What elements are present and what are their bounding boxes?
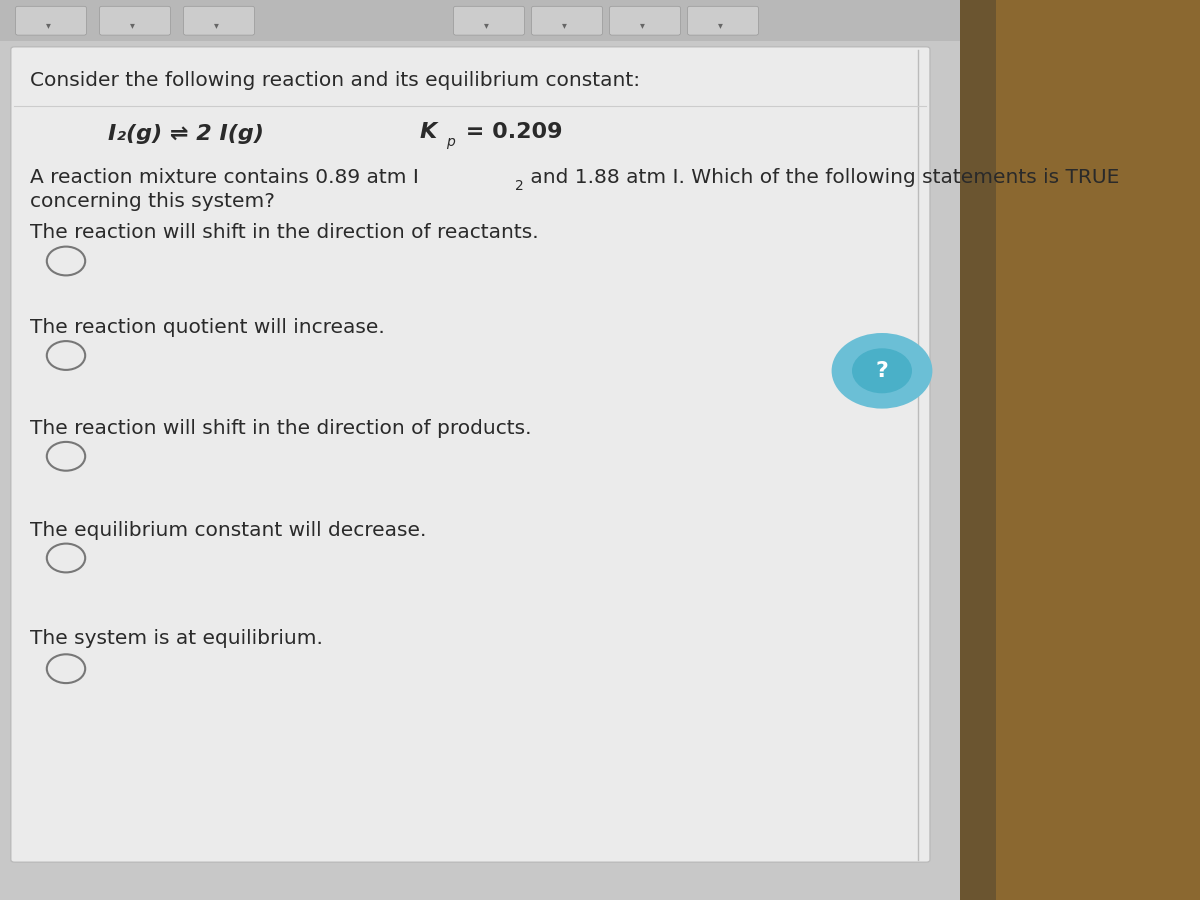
Text: The reaction will shift in the direction of reactants.: The reaction will shift in the direction… bbox=[30, 223, 539, 242]
FancyBboxPatch shape bbox=[100, 6, 170, 35]
Text: I₂(g) ⇌ 2 I(g): I₂(g) ⇌ 2 I(g) bbox=[108, 123, 264, 143]
Text: concerning this system?: concerning this system? bbox=[30, 192, 275, 211]
Text: K: K bbox=[420, 122, 437, 141]
Bar bbox=[996, 0, 1200, 900]
FancyBboxPatch shape bbox=[610, 6, 680, 35]
Text: 2: 2 bbox=[515, 179, 523, 193]
Text: ▾: ▾ bbox=[46, 20, 50, 31]
Text: The system is at equilibrium.: The system is at equilibrium. bbox=[30, 628, 323, 647]
FancyBboxPatch shape bbox=[454, 6, 524, 35]
Text: ▾: ▾ bbox=[562, 20, 566, 31]
Text: The reaction will shift in the direction of products.: The reaction will shift in the direction… bbox=[30, 418, 532, 437]
FancyBboxPatch shape bbox=[11, 47, 930, 862]
Bar bbox=[0, 0, 960, 900]
Bar bbox=[960, 0, 1200, 900]
Text: The reaction quotient will increase.: The reaction quotient will increase. bbox=[30, 318, 385, 337]
Text: = 0.209: = 0.209 bbox=[458, 122, 563, 141]
Text: ▾: ▾ bbox=[484, 20, 488, 31]
FancyBboxPatch shape bbox=[688, 6, 758, 35]
Text: ▾: ▾ bbox=[718, 20, 722, 31]
FancyBboxPatch shape bbox=[532, 6, 602, 35]
Text: A reaction mixture contains 0.89 atm I: A reaction mixture contains 0.89 atm I bbox=[30, 167, 419, 186]
Text: p: p bbox=[446, 135, 455, 148]
Text: ▾: ▾ bbox=[130, 20, 134, 31]
Text: and 1.88 atm I. Which of the following statements is TRUE: and 1.88 atm I. Which of the following s… bbox=[524, 167, 1120, 186]
FancyBboxPatch shape bbox=[184, 6, 254, 35]
Circle shape bbox=[832, 333, 932, 409]
Bar bbox=[0, 0, 960, 40]
Text: ▾: ▾ bbox=[214, 20, 218, 31]
Text: The equilibrium constant will decrease.: The equilibrium constant will decrease. bbox=[30, 520, 426, 539]
Circle shape bbox=[852, 348, 912, 393]
Text: Consider the following reaction and its equilibrium constant:: Consider the following reaction and its … bbox=[30, 70, 640, 89]
Text: ▾: ▾ bbox=[640, 20, 644, 31]
FancyBboxPatch shape bbox=[16, 6, 86, 35]
Text: ?: ? bbox=[876, 361, 888, 381]
